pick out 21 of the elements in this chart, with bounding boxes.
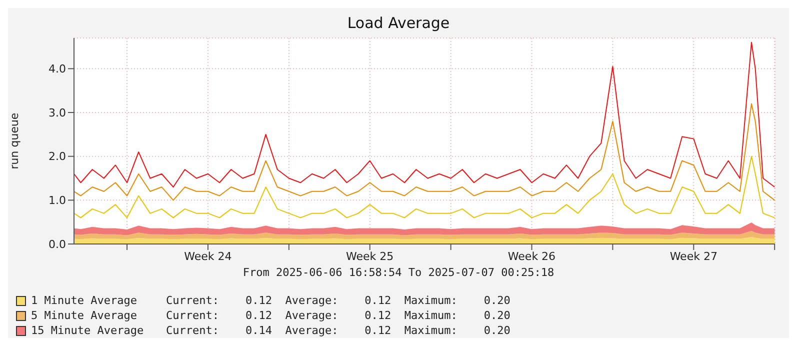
legend-label: 1 Minute Average	[31, 294, 138, 307]
chart-title: Load Average	[346, 13, 451, 34]
x-tick-label: Week 27	[670, 250, 718, 263]
line-series	[74, 42, 775, 188]
legend-label: 15 Minute Average	[31, 324, 145, 337]
text: Current: 0.12 Average: 0.12 Maximum: 0.20	[166, 294, 510, 307]
y-tick-label: 3.0	[48, 106, 66, 120]
x-tick-label: Week 25	[346, 250, 394, 263]
x-tick-label: Week 24	[184, 250, 232, 263]
y-axis-title: run queue	[8, 112, 21, 170]
legend-label: 5 Minute Average	[31, 309, 138, 322]
y-tick-label: 0.0	[48, 238, 66, 251]
text: Current: 0.14 Average: 0.12 Maximum: 0.20	[166, 324, 510, 337]
y-tick-label: 2.0	[48, 150, 66, 164]
y-tick-label: 1.0	[48, 194, 66, 208]
y-tick-label: 4.0	[48, 62, 66, 76]
line-series	[74, 103, 775, 201]
line-series	[74, 156, 775, 218]
text: Current: 0.12 Average: 0.12 Maximum: 0.20	[166, 309, 510, 322]
text: From 2025-06-06 16:58:54 To 2025-07-07 00:25:18	[242, 266, 556, 279]
x-tick-label: Week 26	[508, 250, 556, 263]
